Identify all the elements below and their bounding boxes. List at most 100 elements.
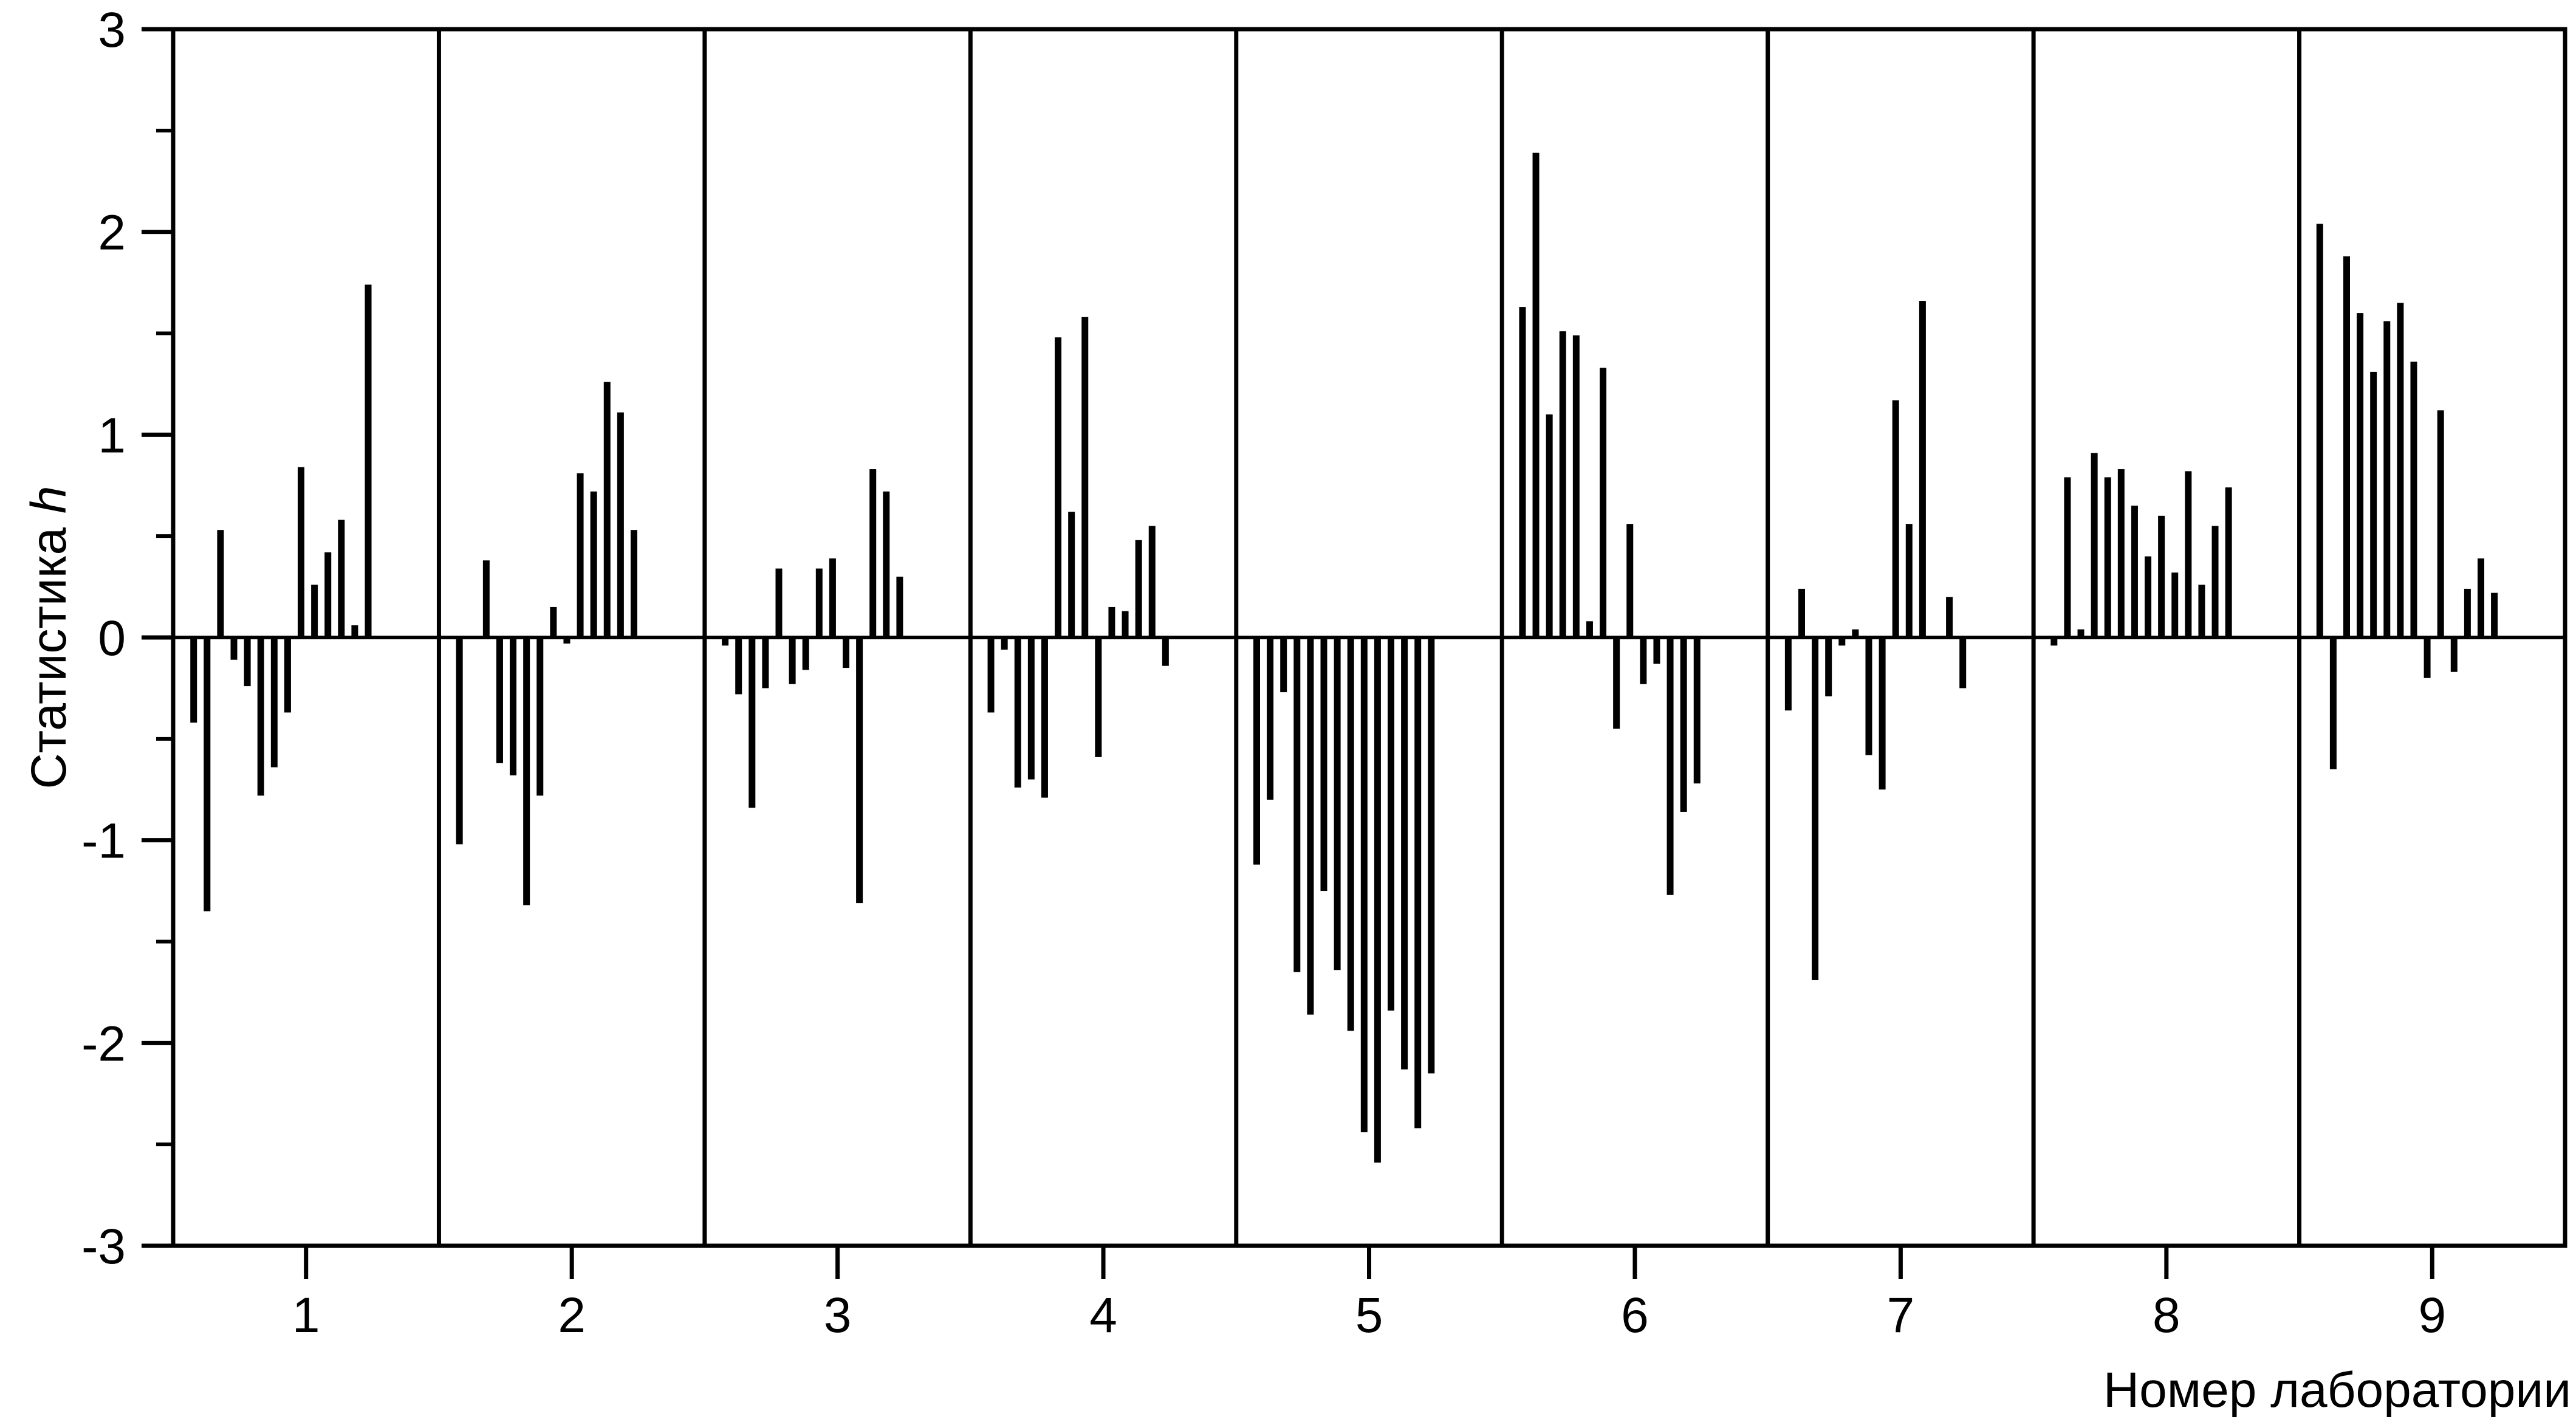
- bar-lab-7-3: [1812, 637, 1819, 980]
- bar-lab-5-8: [1347, 637, 1354, 1031]
- bar-lab-7-10: [1905, 524, 1913, 637]
- bar-lab-4-5: [1041, 637, 1048, 798]
- bar-lab-3-4: [762, 637, 769, 689]
- bar-lab-5-10: [1374, 637, 1381, 1163]
- bar-lab-4-2: [1001, 637, 1008, 650]
- bar-lab-9-5: [2370, 371, 2377, 637]
- bar-lab-3-13: [883, 491, 890, 637]
- bar-lab-4-11: [1122, 611, 1129, 637]
- bar-lab-8-9: [2158, 515, 2165, 637]
- bar-lab-8-7: [2131, 506, 2138, 637]
- y-tick-label: 0: [98, 611, 126, 666]
- bar-lab-2-3: [482, 560, 490, 637]
- bar-lab-3-6: [789, 637, 796, 684]
- y-tick-label: -3: [81, 1219, 126, 1274]
- y-axis-title-main: Статистика: [21, 514, 77, 789]
- x-tick-label: 4: [1089, 1288, 1117, 1343]
- bar-lab-6-1: [1519, 307, 1526, 638]
- y-axis-ticks: -3 -2 -1 0 1 2 3: [81, 2, 173, 1274]
- bar-lab-9-9: [2424, 637, 2431, 678]
- bar-lab-8-4: [2091, 453, 2098, 637]
- bar-lab-3-8: [815, 568, 823, 637]
- x-tick-label: 5: [1355, 1288, 1383, 1343]
- x-tick-label: 2: [558, 1288, 586, 1343]
- bar-lab-3-10: [843, 637, 850, 668]
- bar-lab-6-10: [1640, 637, 1647, 684]
- y-axis-title: Статистика h: [21, 486, 77, 789]
- bar-lab-6-13: [1680, 637, 1687, 812]
- bar-lab-4-9: [1095, 637, 1102, 757]
- bar-lab-6-7: [1600, 368, 1607, 637]
- bar-lab-7-8: [1879, 637, 1886, 790]
- bar-lab-6-8: [1613, 637, 1620, 729]
- bar-lab-3-7: [802, 637, 809, 670]
- bar-lab-5-4: [1293, 637, 1301, 972]
- bar-lab-2-1: [456, 637, 463, 845]
- bar-lab-4-8: [1081, 317, 1089, 637]
- bar-lab-1-4: [230, 637, 238, 660]
- bar-lab-5-7: [1334, 637, 1341, 970]
- bar-lab-5-12: [1401, 637, 1408, 1070]
- bar-lab-2-5: [510, 637, 517, 775]
- bar-lab-6-6: [1586, 621, 1593, 637]
- bar-lab-6-9: [1626, 524, 1634, 637]
- bar-lab-2-6: [523, 637, 530, 905]
- y-axis-title-symbol: h: [21, 486, 77, 514]
- bar-lab-5-6: [1320, 637, 1327, 891]
- bar-lab-3-3: [748, 637, 756, 808]
- bar-lab-4-1: [987, 637, 995, 713]
- bar-lab-5-13: [1414, 637, 1422, 1128]
- bar-lab-1-1: [190, 637, 197, 723]
- bar-lab-7-6: [1852, 629, 1859, 637]
- bar-lab-7-7: [1865, 637, 1872, 755]
- x-tick-label: 8: [2153, 1288, 2180, 1343]
- bar-lab-2-8: [550, 606, 557, 637]
- bar-lab-5-3: [1280, 637, 1287, 693]
- bar-lab-7-9: [1892, 400, 1899, 637]
- x-tick-label: 9: [2418, 1288, 2446, 1343]
- bar-lab-7-2: [1798, 588, 1805, 637]
- bar-lab-3-5: [775, 568, 783, 637]
- x-axis-ticks: 1 2 3 4 5 6 7 8 9: [292, 1246, 2446, 1343]
- bar-lab-9-7: [2397, 303, 2404, 637]
- bar-lab-6-3: [1546, 414, 1553, 637]
- bar-lab-8-1: [2050, 637, 2058, 646]
- bar-lab-6-4: [1559, 331, 1566, 637]
- bar-lab-4-6: [1055, 337, 1062, 637]
- bar-lab-3-2: [735, 637, 742, 695]
- bar-lab-2-14: [630, 530, 637, 637]
- x-tick-label: 1: [292, 1288, 320, 1343]
- bar-lab-7-11: [1919, 301, 1926, 637]
- x-tick-label: 7: [1887, 1288, 1915, 1343]
- bar-lab-4-14: [1162, 637, 1169, 666]
- bar-lab-2-11: [590, 491, 597, 637]
- bar-lab-8-10: [2171, 572, 2179, 637]
- bar-lab-7-5: [1838, 637, 1846, 646]
- bar-lab-2-7: [536, 637, 544, 796]
- bar-lab-1-10: [311, 585, 318, 637]
- y-tick-label: 2: [98, 205, 126, 261]
- bar-lab-8-12: [2198, 585, 2205, 637]
- bar-lab-1-12: [338, 520, 345, 637]
- bar-lab-1-2: [204, 637, 211, 912]
- bar-lab-9-13: [2477, 558, 2484, 637]
- bar-lab-3-11: [856, 637, 863, 904]
- bar-lab-1-5: [244, 637, 251, 687]
- bar-lab-2-10: [577, 473, 584, 637]
- bar-lab-9-14: [2491, 592, 2498, 637]
- bar-lab-7-4: [1825, 637, 1832, 696]
- bar-lab-4-13: [1148, 526, 1156, 637]
- x-tick-label: 3: [824, 1288, 852, 1343]
- bar-lab-4-7: [1068, 512, 1075, 637]
- bar-lab-7-14: [1959, 637, 1967, 689]
- bar-lab-9-4: [2357, 313, 2364, 637]
- bar-lab-1-14: [365, 284, 372, 637]
- bar-lab-9-3: [2343, 256, 2350, 637]
- bar-lab-5-14: [1428, 637, 1435, 1074]
- y-tick-label: 1: [98, 408, 126, 463]
- y-tick-label: -1: [81, 814, 126, 869]
- bar-lab-4-3: [1014, 637, 1021, 788]
- bar-lab-1-7: [270, 637, 278, 768]
- bar-lab-8-3: [2077, 629, 2084, 637]
